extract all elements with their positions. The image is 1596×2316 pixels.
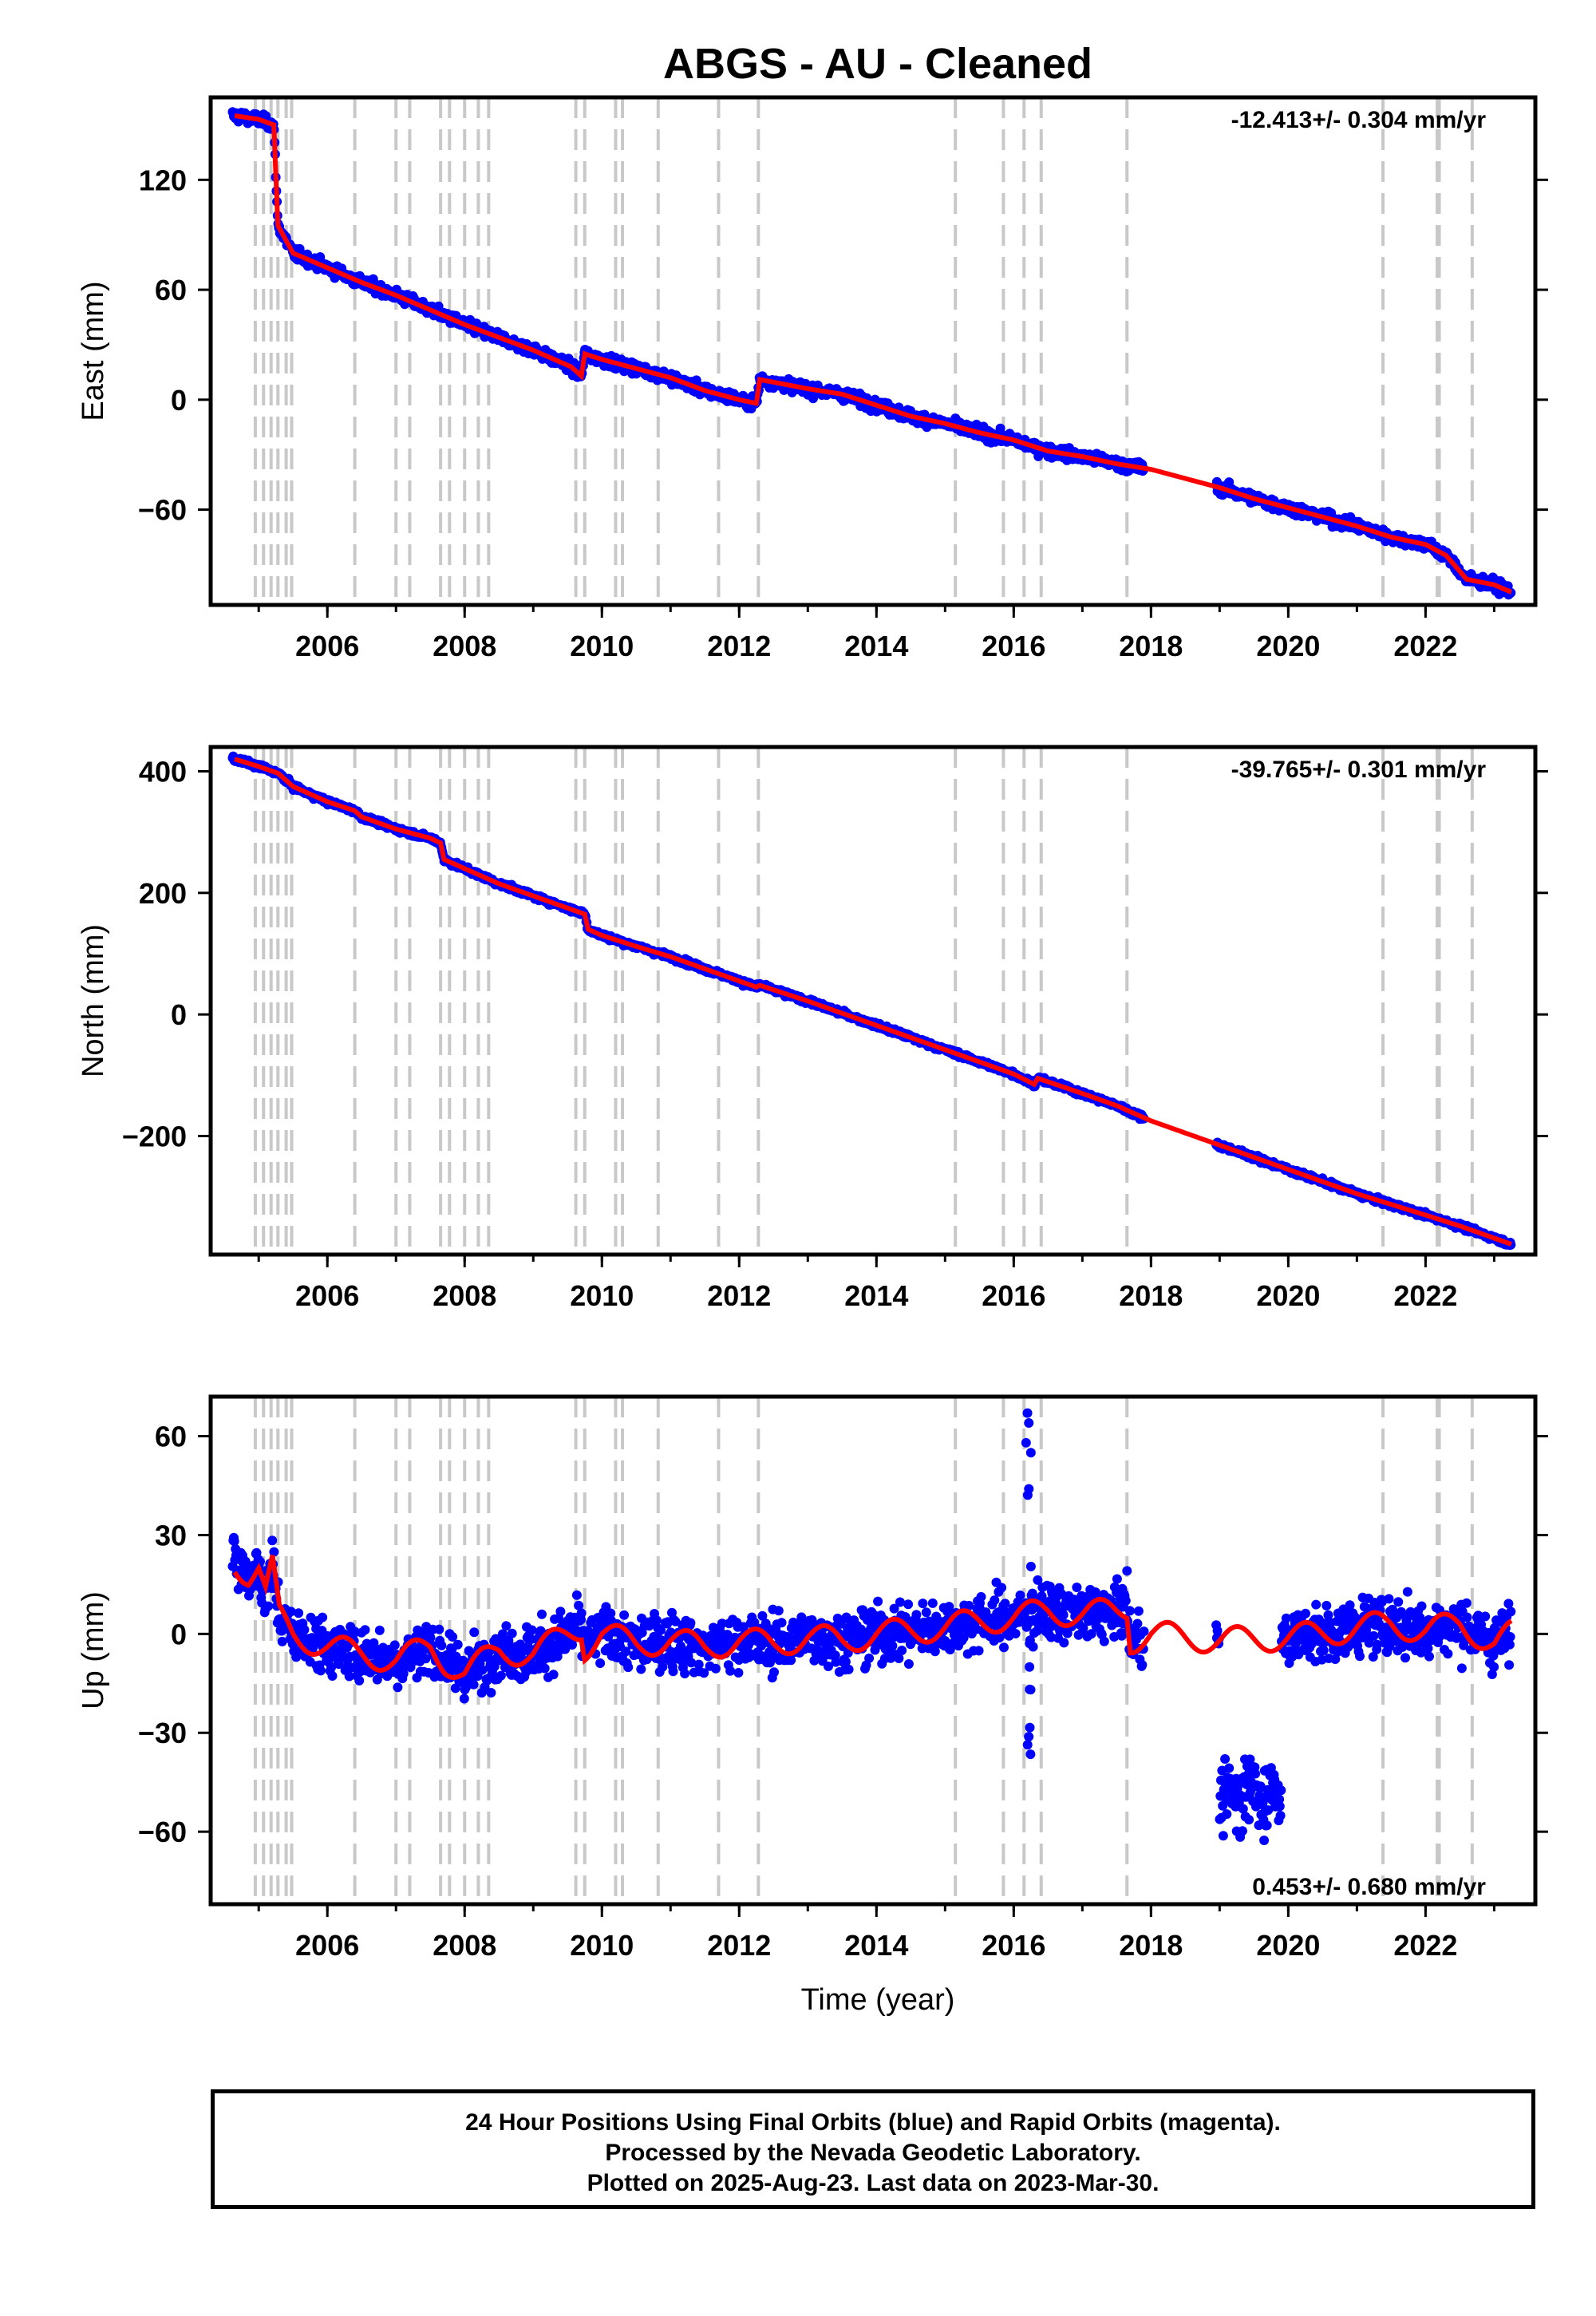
- x-tick-label: 2010: [570, 1279, 634, 1312]
- data-point: [468, 1679, 479, 1690]
- y-tick-label: −200: [122, 1120, 187, 1152]
- east-data-points: [227, 107, 1516, 600]
- data-point: [389, 1640, 400, 1650]
- data-point: [263, 1601, 274, 1611]
- data-point: [354, 1675, 365, 1686]
- north-panel: −200 0 200 400 2006 2008 2010 2012 2014 2016 2018 2…: [77, 745, 1548, 1312]
- data-point: [267, 1535, 278, 1546]
- data-point: [469, 1627, 480, 1638]
- data-point: [537, 1609, 547, 1619]
- data-point: [539, 1663, 550, 1674]
- data-point: [507, 1628, 517, 1638]
- data-point: [576, 1608, 587, 1618]
- figure-title: ABGS - AU - Cleaned: [663, 40, 1092, 88]
- data-point: [255, 1556, 265, 1567]
- east-axis-label: East (mm): [77, 281, 110, 421]
- y-tick-label: 60: [155, 274, 187, 306]
- data-point: [434, 1624, 444, 1634]
- y-tick-label: −60: [138, 494, 187, 527]
- x-tick-label: 2012: [707, 630, 771, 662]
- east-rate-label: -12.413+/- 0.304 mm/yr: [1231, 107, 1487, 133]
- data-point: [393, 1682, 403, 1693]
- x-tick-label: 2010: [570, 630, 634, 662]
- x-tick-label: 2022: [1393, 630, 1457, 662]
- x-tick-label: 2006: [295, 630, 359, 662]
- north-data-points: [227, 751, 1516, 1251]
- data-point: [501, 1621, 512, 1631]
- data-point: [459, 1694, 469, 1704]
- data-point: [374, 1625, 385, 1635]
- data-point: [327, 1671, 338, 1681]
- x-tick-label: 2016: [982, 630, 1045, 662]
- x-tick-label: 2022: [1393, 1279, 1457, 1312]
- x-tick-label: 2018: [1119, 630, 1183, 662]
- data-point: [571, 1590, 582, 1600]
- y-tick-label: 120: [139, 164, 187, 196]
- data-point: [318, 1612, 328, 1622]
- data-point: [433, 301, 444, 311]
- data-point: [486, 1688, 496, 1697]
- data-point: [277, 1636, 287, 1646]
- data-point: [448, 1632, 458, 1642]
- x-tick-label: 2008: [433, 630, 496, 662]
- x-tick-label: 2018: [1119, 1279, 1183, 1312]
- data-point: [299, 1625, 310, 1635]
- x-tick-label: 2006: [295, 1279, 359, 1312]
- data-point: [452, 1639, 463, 1650]
- up-data-points: [227, 1408, 1516, 1845]
- x-tick-label: 2014: [844, 1279, 908, 1312]
- data-point: [294, 1608, 304, 1618]
- data-point: [548, 1670, 559, 1680]
- data-point: [496, 1670, 506, 1681]
- x-tick-label: 2014: [844, 630, 908, 662]
- y-tick-label: 0: [171, 384, 187, 417]
- data-point: [315, 1666, 326, 1676]
- east-panel: −60 0 60 120 2006 2008 2010 2012 2014 2016 2018 202…: [77, 95, 1548, 662]
- x-tick-label: 2020: [1256, 630, 1320, 662]
- x-tick-label: 2016: [982, 1279, 1045, 1312]
- east-model-curve: [234, 113, 1512, 595]
- data-point: [595, 1658, 606, 1668]
- plot-frame: [208, 95, 1538, 607]
- data-point: [555, 1607, 566, 1617]
- data-point: [360, 1625, 370, 1635]
- x-tick-label: 2020: [1256, 1279, 1320, 1312]
- x-tick-label: 2008: [433, 1279, 496, 1312]
- y-tick-label: 200: [139, 877, 187, 910]
- data-point: [527, 1625, 537, 1635]
- y-tick-label: 0: [171, 998, 187, 1031]
- north-axis-label: North (mm): [77, 924, 110, 1077]
- y-tick-label: 400: [139, 755, 187, 788]
- x-tick-label: 2012: [707, 1279, 771, 1312]
- north-rate-label: -39.765+/- 0.301 mm/yr: [1231, 757, 1487, 783]
- data-point: [437, 1640, 447, 1650]
